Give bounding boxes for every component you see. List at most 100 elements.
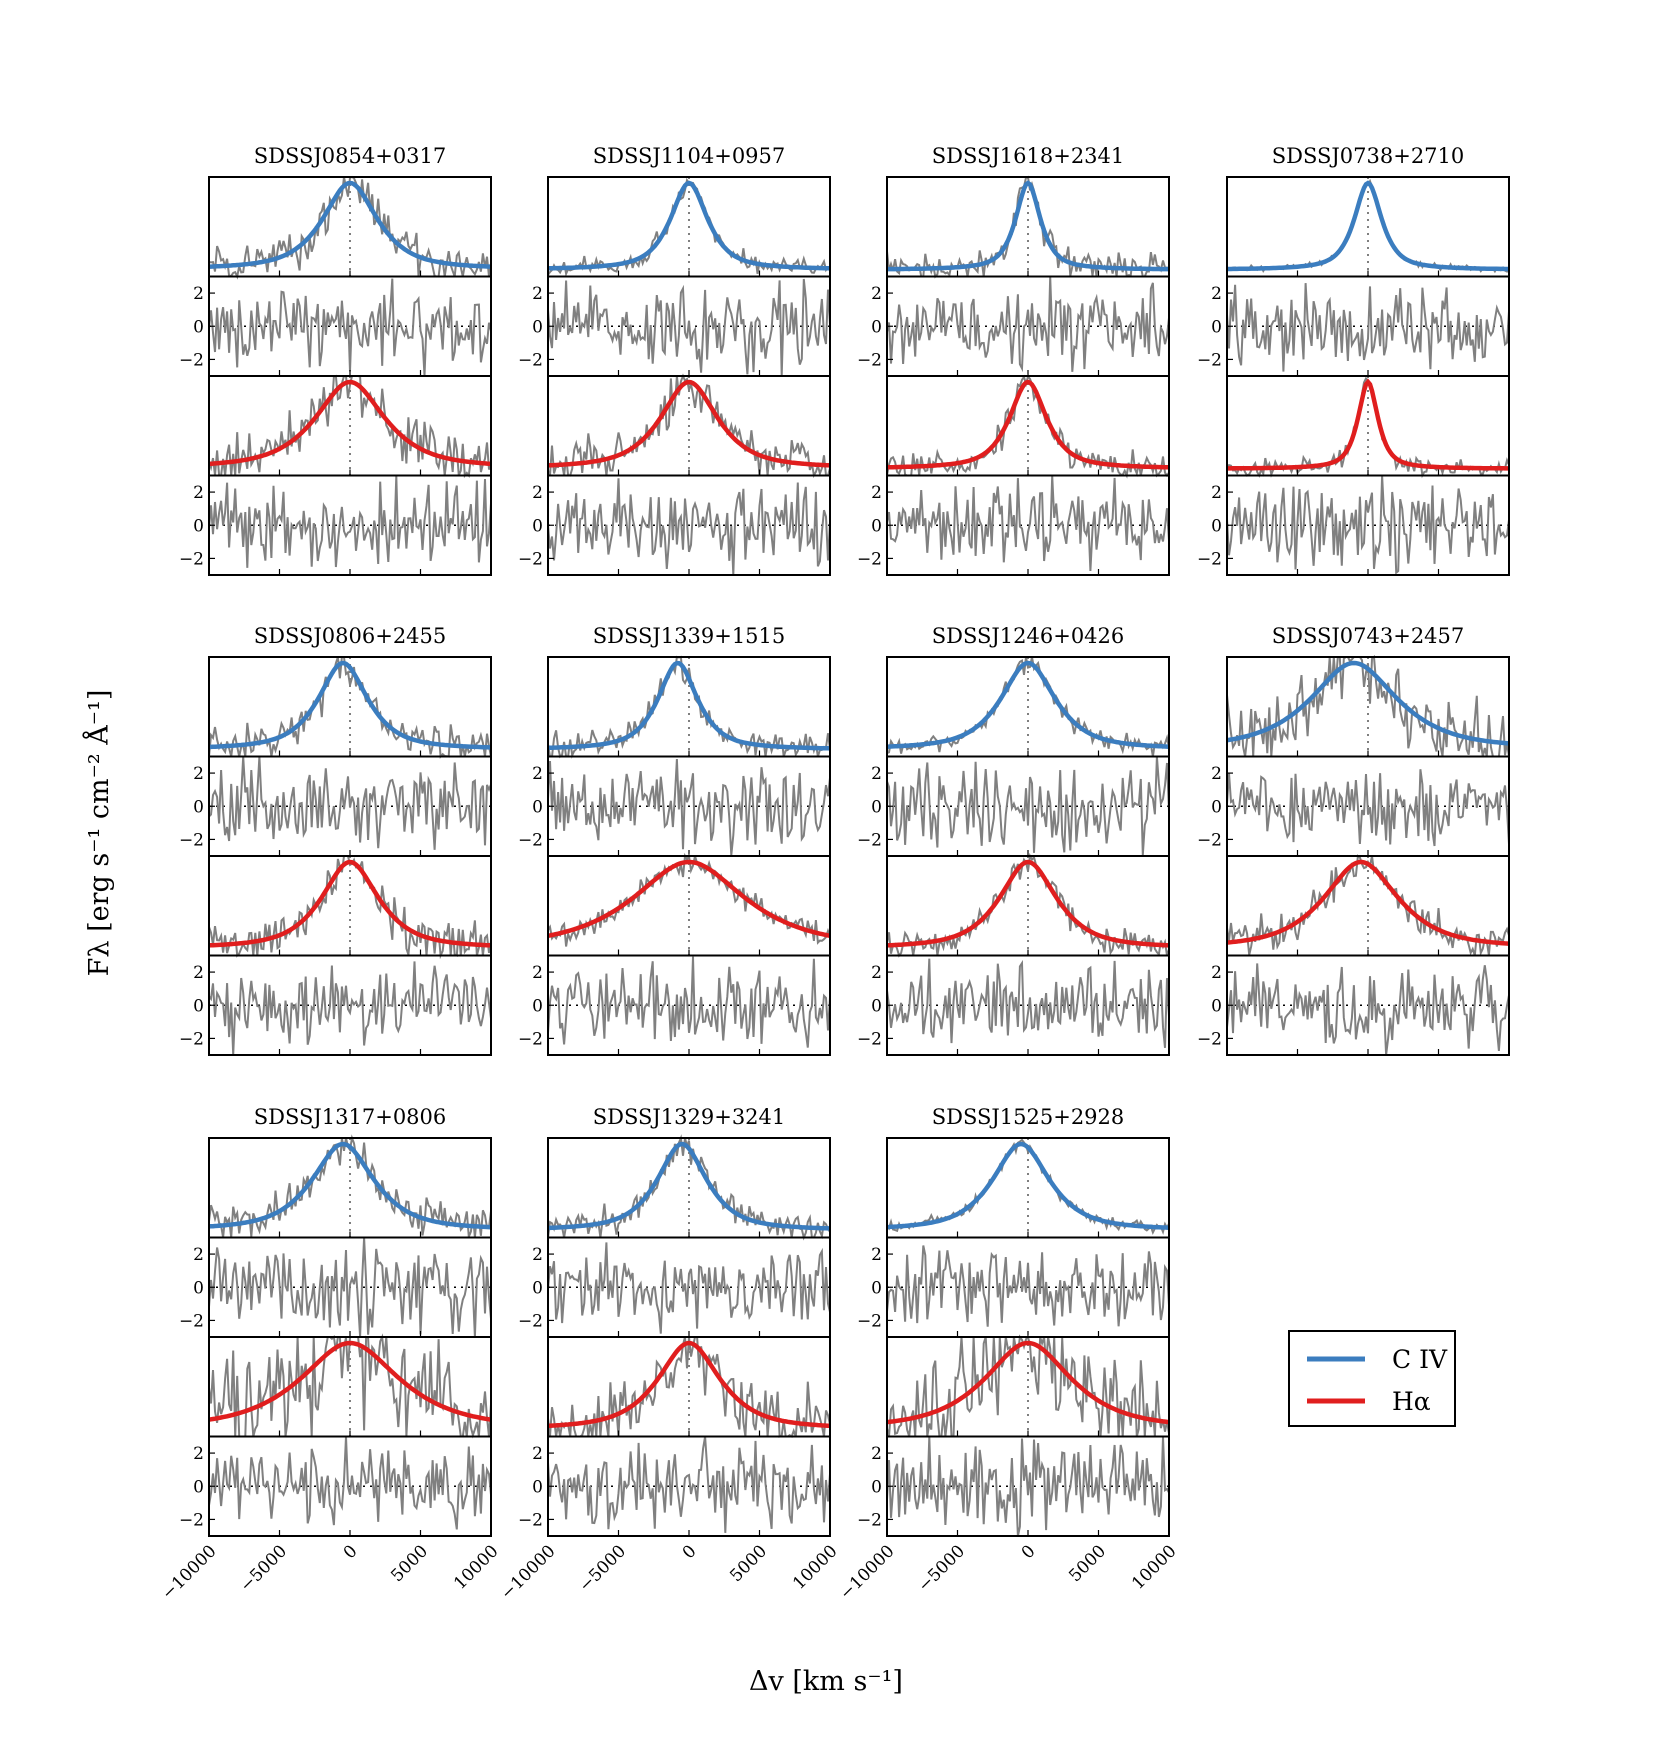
residual-tick-label: 2 [532, 1444, 543, 1464]
residual-tick-label: −2 [518, 830, 543, 850]
ha-subplot: 2 0 −2 [857, 852, 1170, 1056]
residual-tick-label: 2 [532, 284, 543, 304]
civ-observed-spectrum [547, 655, 831, 759]
ha-fit-line [547, 1340, 831, 1429]
ha-residual-line [547, 478, 831, 576]
residual-tick-label: 0 [1211, 797, 1222, 817]
residual-tick-label: 2 [193, 483, 204, 503]
residual-tick-label: 0 [532, 996, 543, 1016]
residual-tick-label: 2 [532, 963, 543, 983]
residual-tick-label: 0 [193, 1477, 204, 1497]
civ-observed-spectrum [208, 656, 492, 759]
ha-subplot: 2 0 −2 [179, 1333, 492, 1537]
residual-tick-label: 2 [871, 764, 882, 784]
residual-tick-label: 0 [193, 516, 204, 536]
legend: C IV Hα [1288, 1330, 1456, 1427]
panel-title: SDSSJ1339+1515 [593, 624, 786, 648]
civ-residual-line [208, 278, 492, 377]
ha-residual-line [208, 1436, 492, 1530]
panel-title: SDSSJ1317+0806 [254, 1105, 447, 1129]
residual-tick-label: −2 [518, 549, 543, 569]
ha-fit-line [887, 379, 1169, 470]
residual-tick-label: −2 [1197, 830, 1222, 850]
panel-sdssj1618+2341: SDSSJ1618+2341 2 0 −2 2 0 −2 [857, 144, 1170, 576]
residual-tick-label: 2 [871, 1444, 882, 1464]
ha-subplot: 2 0 −2 [518, 1336, 831, 1537]
residual-tick-label: −2 [179, 350, 204, 370]
civ-subplot: 2 0 −2 [518, 655, 831, 857]
civ-residual-line [886, 756, 1170, 856]
civ-residual-line [208, 1237, 492, 1338]
civ-observed-spectrum [886, 656, 1170, 757]
ha-residual-line [547, 1436, 831, 1533]
civ-subplot: 2 0 −2 [857, 656, 1170, 857]
ha-residual-line [886, 1436, 1170, 1537]
x-tick-label: 10000 [1128, 1541, 1180, 1593]
x-tick-label: −5000 [575, 1541, 630, 1596]
ha-residual-line [886, 958, 1170, 1048]
civ-residual-line [208, 756, 492, 850]
panel-sdssj1339+1515: SDSSJ1339+1515 2 0 −2 2 0 −2 [518, 624, 831, 1056]
x-tick-label: 0 [679, 1541, 701, 1563]
civ-subplot: 2 0 −2 [518, 176, 831, 377]
ha-residual-line [208, 475, 492, 568]
residual-tick-label: −2 [179, 549, 204, 569]
panel-sdssj0738+2710: SDSSJ0738+2710 2 0 −2 2 0 −2 [1197, 144, 1510, 576]
x-tick-label: 5000 [726, 1541, 771, 1586]
civ-residual-line [1226, 769, 1510, 847]
ha-subplot: 2 0 −2 [518, 373, 831, 576]
panel-title: SDSSJ1246+0426 [932, 624, 1125, 648]
ha-fit-line [1226, 859, 1510, 946]
residual-tick-label: −2 [857, 549, 882, 569]
civ-subplot: 2 0 −2 [1197, 654, 1510, 857]
residual-tick-label: 2 [193, 1444, 204, 1464]
residual-tick-label: 0 [193, 797, 204, 817]
x-tick-label: −10000 [158, 1541, 220, 1603]
x-tick-label: 0 [1018, 1541, 1040, 1563]
residual-tick-label: 2 [532, 764, 543, 784]
x-tick-label: 0 [340, 1541, 362, 1563]
civ-observed-spectrum [1226, 654, 1510, 758]
residual-tick-label: −2 [518, 1311, 543, 1331]
x-tick-label: −10000 [836, 1541, 898, 1603]
ha-fit-line [208, 379, 492, 467]
civ-residual-line [886, 276, 1170, 373]
legend-frame [1288, 1330, 1456, 1427]
residual-tick-label: 0 [871, 797, 882, 817]
civ-observed-spectrum [886, 1138, 1170, 1235]
residual-tick-label: −2 [857, 350, 882, 370]
civ-fit-line [886, 1141, 1170, 1230]
ha-residual-line [1226, 963, 1510, 1056]
residual-tick-label: 0 [532, 1477, 543, 1497]
ha-fit-line [208, 859, 492, 948]
residual-tick-label: 0 [871, 317, 882, 337]
residual-tick-label: −2 [179, 830, 204, 850]
residual-tick-label: −2 [179, 1029, 204, 1049]
civ-fit-line [548, 660, 831, 751]
ha-residual-line [547, 956, 831, 1048]
panel-sdssj0743+2457: SDSSJ0743+2457 2 0 −2 2 0 −2 [1197, 624, 1510, 1056]
panel-sdssj1329+3241: SDSSJ1329+3241 2 0 −2 2 0 −2 −10000 −5000 0 5000 10… [497, 1105, 841, 1604]
ha-subplot: 2 0 −2 [179, 855, 492, 1056]
ha-subplot: 2 0 −2 [857, 1334, 1170, 1537]
ha-residual-line [886, 475, 1170, 572]
civ-residual-line [886, 1245, 1170, 1327]
residual-tick-label: 0 [193, 317, 204, 337]
civ-fit-line [887, 180, 1169, 272]
residual-tick-label: 0 [532, 1278, 543, 1298]
ha-observed-spectrum [547, 373, 831, 479]
residual-tick-label: 0 [1211, 996, 1222, 1016]
panel-title: SDSSJ0806+2455 [254, 624, 447, 648]
residual-tick-label: 2 [1211, 284, 1222, 304]
civ-residual-line [547, 759, 831, 856]
residual-tick-label: 0 [1211, 317, 1222, 337]
panel-title: SDSSJ0854+0317 [254, 144, 447, 168]
civ-subplot: 2 0 −2 [179, 656, 492, 857]
x-tick-label: −10000 [497, 1541, 559, 1603]
residual-tick-label: 0 [1211, 516, 1222, 536]
residual-tick-label: −2 [179, 1510, 204, 1530]
residual-tick-label: 2 [193, 764, 204, 784]
ha-fit-line [886, 859, 1170, 948]
residual-tick-label: 2 [1211, 483, 1222, 503]
residual-tick-label: 2 [193, 963, 204, 983]
